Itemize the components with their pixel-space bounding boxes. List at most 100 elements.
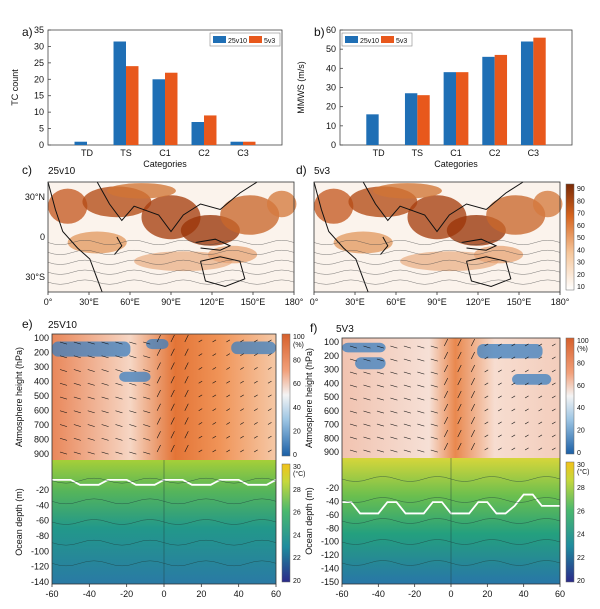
- wind-arrow: [538, 447, 543, 451]
- wind-arrow: [457, 351, 462, 360]
- x-tick-label: -20: [120, 589, 133, 599]
- contour-line: [47, 259, 295, 265]
- y-tick-label: -20: [326, 483, 339, 493]
- x-tick-label: 20: [482, 589, 492, 599]
- colorbar-tick-label: 60: [577, 223, 585, 230]
- wind-arrow: [484, 447, 489, 451]
- colorbar-tick-label: 0: [577, 450, 581, 457]
- wind-arrow: [457, 403, 462, 412]
- wind-arrow: [430, 436, 438, 440]
- wind-arrow: [376, 436, 385, 440]
- wind-arrow: [524, 434, 529, 438]
- colorbar-unit: (%): [577, 346, 588, 353]
- wind-arrow: [349, 358, 358, 362]
- bar: [494, 54, 508, 145]
- colorbar-tick-label: 20: [293, 578, 301, 585]
- coastline-asia: [362, 181, 524, 233]
- wind-arrow: [403, 384, 411, 388]
- wind-arrow: [363, 423, 371, 427]
- wind-arrow: [443, 390, 449, 399]
- y-tick-label: 600: [34, 406, 49, 416]
- x-tick-label: 30°E: [79, 297, 99, 307]
- wind-arrow: [198, 339, 203, 343]
- wind-arrow: [170, 334, 175, 343]
- wind-arrow: [59, 396, 68, 400]
- dry-patch: [342, 342, 386, 353]
- wind-arrow: [524, 395, 529, 399]
- wind-arrow: [511, 434, 516, 438]
- wind-arrow: [538, 408, 543, 412]
- contour-line: [313, 259, 561, 265]
- humidity-blob: [134, 251, 233, 272]
- wind-arrow: [403, 345, 411, 349]
- wind-arrow: [349, 397, 358, 401]
- wind-arrow: [198, 353, 203, 357]
- wind-arrow: [470, 364, 475, 373]
- wind-arrow: [73, 437, 81, 441]
- category-label: C2: [489, 148, 501, 158]
- wind-arrow: [430, 384, 438, 388]
- wind-arrow: [143, 355, 151, 359]
- dry-patch: [231, 341, 276, 355]
- wind-arrow: [198, 367, 203, 370]
- colorbar-tick-label: 80: [577, 360, 585, 367]
- wind-arrow: [129, 382, 137, 386]
- wind-arrow: [253, 408, 258, 412]
- wind-arrow: [551, 421, 556, 425]
- wind-arrow: [59, 451, 68, 455]
- wind-arrow: [511, 395, 516, 399]
- y-tick-label: 60: [326, 25, 336, 35]
- wind-arrow: [484, 408, 489, 412]
- y-tick-label: 400: [324, 378, 339, 388]
- wind-arrow: [212, 408, 217, 412]
- wind-arrow: [443, 442, 449, 451]
- wind-arrow: [87, 341, 95, 345]
- colorbar-tick-label: 26: [293, 510, 301, 517]
- x-tick-label: -60: [45, 589, 58, 599]
- wind-arrow: [253, 353, 258, 357]
- wind-arrow: [417, 423, 425, 427]
- y-axis-label: TC count: [10, 69, 20, 106]
- wind-arrow: [253, 367, 258, 370]
- bar: [482, 56, 495, 146]
- wind-arrow: [497, 447, 502, 451]
- y-tick-label: 25: [34, 58, 44, 68]
- wind-arrow: [87, 369, 95, 372]
- humidity-blob: [314, 188, 354, 224]
- x-tick-label: 150°E: [241, 297, 266, 307]
- x-tick-label: 40: [234, 589, 244, 599]
- wind-arrow: [129, 396, 137, 400]
- wind-arrow: [349, 371, 358, 375]
- wind-arrow: [551, 447, 556, 451]
- wind-arrow: [349, 436, 358, 440]
- wind-arrow: [87, 451, 95, 455]
- wind-arrow: [87, 410, 95, 414]
- colorbar-temperature: [281, 463, 291, 583]
- wind-arrow: [497, 421, 502, 425]
- wind-arrow: [87, 437, 95, 441]
- wind-arrow: [226, 449, 231, 453]
- wind-arrow: [240, 394, 244, 398]
- wind-arrow: [240, 339, 244, 343]
- x-tick-label: 180°: [285, 297, 304, 307]
- wind-arrow: [497, 434, 502, 438]
- wind-arrow: [198, 394, 203, 398]
- wind-arrow: [390, 436, 398, 440]
- wind-arrow: [524, 382, 529, 386]
- wind-arrow: [430, 423, 438, 427]
- wind-arrow: [417, 397, 425, 401]
- wind-arrow: [156, 417, 161, 425]
- wind-arrow: [538, 421, 543, 425]
- x-tick-label: 90°E: [427, 297, 447, 307]
- wind-arrow: [376, 397, 385, 401]
- x-tick-label: -60: [335, 589, 348, 599]
- panel-label: d): [296, 163, 307, 177]
- y-tick-label: 15: [34, 91, 44, 101]
- wind-arrow: [470, 416, 475, 425]
- wind-arrow: [403, 449, 411, 453]
- wind-arrow: [73, 355, 81, 359]
- wind-arrow: [470, 390, 475, 399]
- humidity-blob: [400, 251, 499, 272]
- y-tick-label: 50: [326, 44, 336, 54]
- wind-arrow: [470, 377, 475, 386]
